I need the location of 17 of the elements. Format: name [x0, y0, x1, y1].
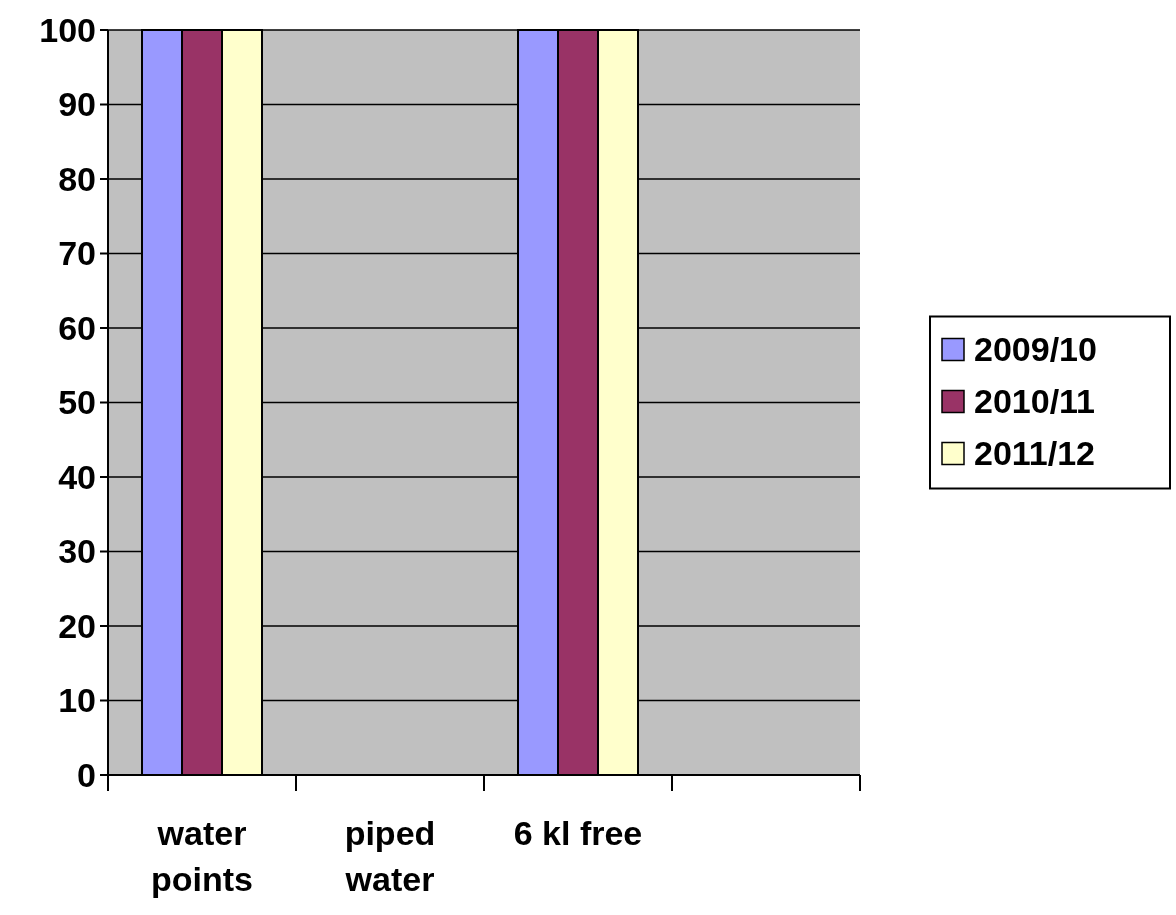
y-tick-label: 50 — [58, 383, 96, 422]
y-tick-label: 60 — [58, 308, 96, 347]
y-tick-label: 70 — [58, 234, 96, 273]
y-tick-label: 40 — [58, 457, 96, 496]
x-tick-label: 6 kl free — [513, 814, 643, 852]
y-tick-label: 30 — [58, 532, 96, 571]
x-tick-label: piped water — [344, 814, 436, 898]
legend-label: 2011/12 — [974, 434, 1096, 473]
y-tick-label: 90 — [58, 85, 96, 124]
y-tick-label: 20 — [58, 606, 96, 645]
legend-label: 2010/11 — [974, 382, 1096, 421]
y-tick-label: 0 — [77, 755, 96, 794]
legend-label: 2009/10 — [974, 330, 1097, 369]
x-tick-label: water points — [151, 814, 253, 898]
y-tick-label: 80 — [58, 159, 96, 198]
y-tick-label: 100 — [39, 10, 96, 49]
y-tick-label: 10 — [58, 681, 96, 720]
